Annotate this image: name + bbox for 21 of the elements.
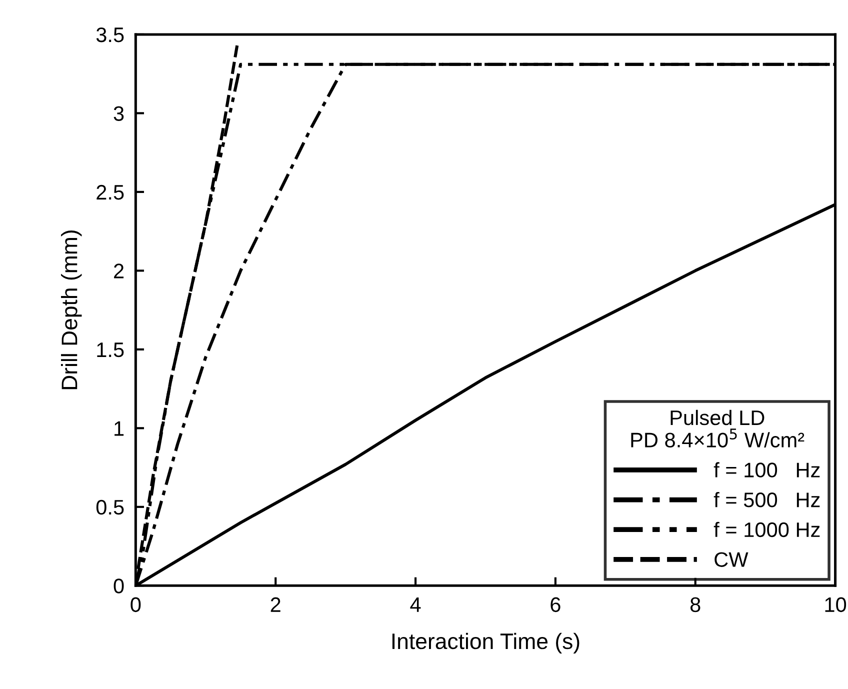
- y-axis-title: Drill Depth (mm): [61, 230, 82, 390]
- y-tick-label: 1: [114, 421, 124, 436]
- legend-label: f = 100 Hz: [714, 462, 820, 478]
- y-tick-label: 3: [114, 106, 124, 121]
- legend-title: Pulsed LD PD 8.4×10$^{5}$ W/cm²: [631, 410, 804, 448]
- y-tick-label: 2: [114, 264, 124, 278]
- y-tick-label: 2.5: [96, 184, 124, 200]
- legend-label: CW: [714, 552, 748, 567]
- y-tick-label: 0: [114, 578, 124, 594]
- legend-label: f = 500 Hz: [714, 492, 820, 508]
- x-tick-label: 2: [270, 597, 280, 612]
- y-tick-label: 3.5: [96, 27, 124, 42]
- x-axis-title: Interaction Time (s): [392, 632, 580, 654]
- legend-label: f = 1000 Hz: [714, 522, 820, 538]
- x-tick-label: 4: [410, 598, 421, 612]
- x-tick-label: 8: [690, 597, 700, 612]
- y-tick-label: 1.5: [97, 342, 124, 358]
- x-tick-label: 6: [550, 597, 560, 612]
- y-tick-label: 0.5: [96, 500, 124, 515]
- x-tick-label: 10: [825, 597, 846, 612]
- x-tick-label: 0: [130, 597, 141, 612]
